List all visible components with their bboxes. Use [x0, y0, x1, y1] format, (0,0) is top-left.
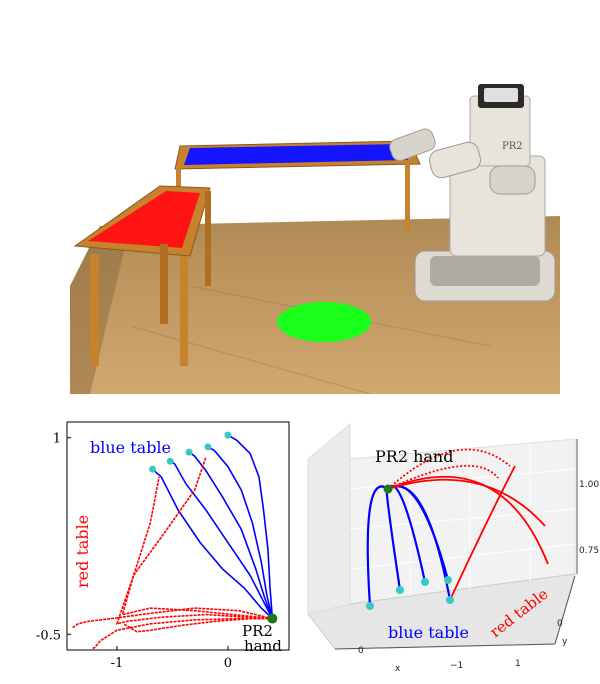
robot-label: PR2 [502, 141, 523, 152]
x-tick-label: −1 [450, 661, 463, 671]
red-table-label: red table [73, 515, 92, 588]
red-trajectory-line-8 [115, 476, 273, 625]
trajectory-start-marker [383, 484, 393, 494]
blue-trajectory-line-1 [169, 460, 274, 619]
trajectory-end-marker [444, 576, 452, 584]
y-axis-label: y [562, 637, 568, 647]
x-tick-label: 0 [224, 656, 232, 671]
trajectory-end-marker [396, 586, 404, 594]
red-trajectory-line-6 [92, 617, 273, 650]
blue-trajectory-line-0 [151, 468, 273, 620]
floor-seam [129, 325, 371, 394]
y-tick-label: 0 [557, 619, 563, 629]
trajectory-end-marker [366, 602, 374, 610]
trajectory-plot-3d: 1.00 0.75 0 −1 0 1 x y PR2 hand blue tab… [307, 422, 599, 674]
hand-label: hand [244, 637, 282, 655]
x-tick-label: 0 [358, 646, 364, 656]
blue-table-label: blue table [388, 623, 469, 642]
blue-trajectory-line-4 [227, 434, 274, 619]
red-trajectory-line-2 [387, 448, 511, 490]
z-tick-label: 1.00 [579, 480, 599, 490]
pr2-robot: PR2 [389, 84, 556, 302]
red-trajectory-line-3 [387, 464, 499, 490]
trajectory-end-marker [148, 465, 156, 473]
red-trajectory-line-5 [72, 607, 273, 629]
blue-trajectory-line-2 [188, 451, 274, 619]
red-trajectory-line-4 [449, 465, 516, 601]
blue-table-top [184, 144, 408, 165]
trajectory-start-marker [267, 613, 278, 624]
x-tick-label: -1 [111, 656, 124, 671]
blue-trajectory-line-0 [366, 485, 389, 607]
blue-trajectory-line-3 [207, 446, 274, 619]
trajectory-end-marker [166, 457, 174, 465]
x-axis-label: x [395, 664, 401, 674]
pr2-hand-label: PR2 hand [375, 447, 453, 466]
y-tick-label: 1 [515, 659, 521, 669]
red-trajectory-line-7 [123, 617, 273, 633]
red-trajectory-line-9 [121, 457, 273, 620]
red-trajectory-line-1 [387, 478, 546, 527]
trajectory-end-marker [204, 443, 212, 451]
blue-table-label: blue table [90, 438, 171, 457]
trajectory-plot-2d: -1 0 1 -0.5 blue table red table PR2 hand [36, 421, 290, 671]
y-axis [554, 575, 576, 645]
trajectory-end-marker [224, 431, 232, 439]
robot-scene-photo: PR2 [70, 76, 560, 394]
y-tick-label: 1 [53, 432, 61, 447]
trajectory-end-marker [446, 596, 454, 604]
x-axis [334, 643, 556, 650]
red-table-top [88, 191, 200, 248]
green-spot [277, 302, 371, 342]
floor-shadow [70, 226, 130, 394]
pane-side [307, 422, 351, 615]
pr2-label: PR2 [242, 622, 273, 640]
z-tick-label: 0.75 [579, 546, 599, 556]
y-tick-label: -0.5 [36, 628, 61, 643]
trajectory-end-marker [185, 448, 193, 456]
trajectory-end-marker [421, 578, 429, 586]
red-table [73, 185, 211, 366]
